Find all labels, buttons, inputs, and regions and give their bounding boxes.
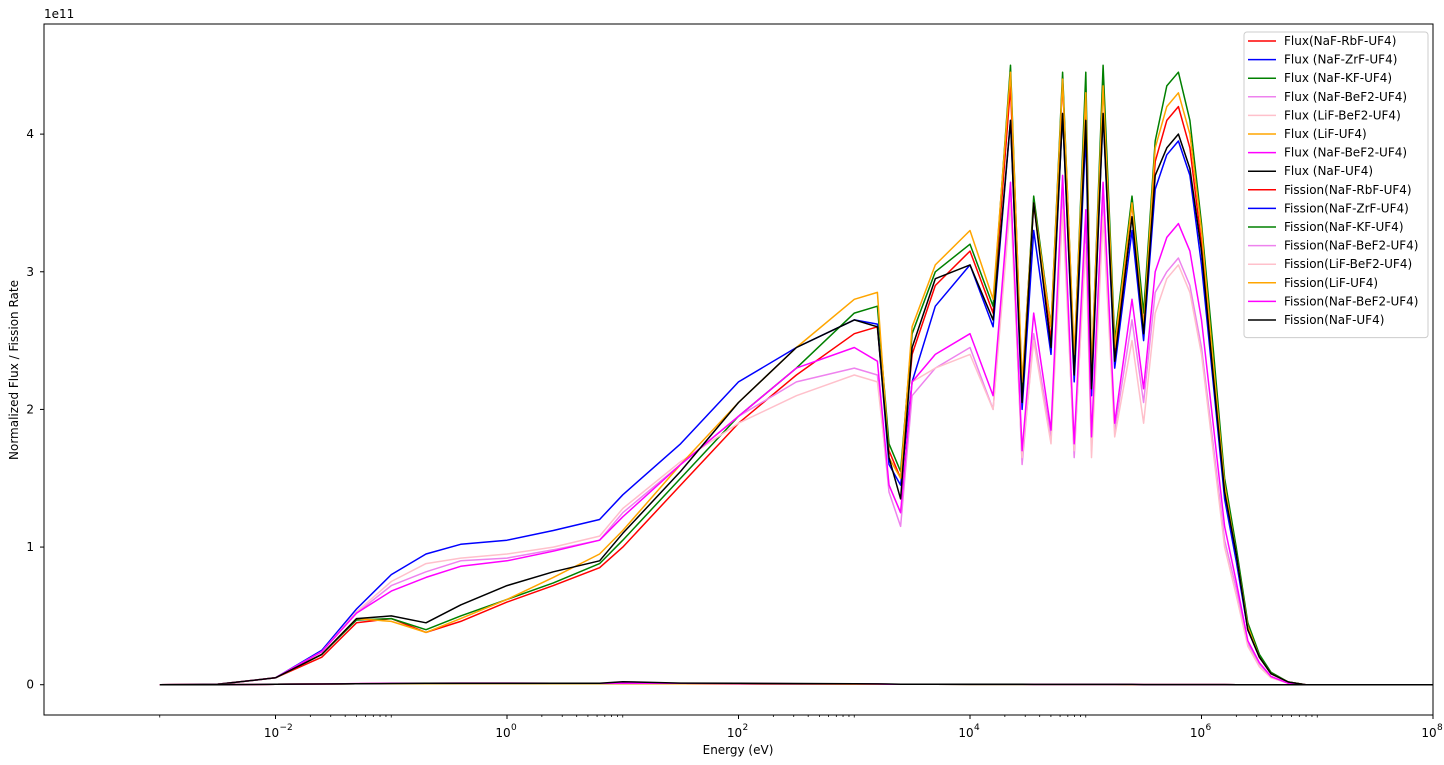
- series-line-8: [159, 112, 1433, 686]
- x-tick-exponent-0: −2: [280, 723, 293, 733]
- x-tick-exponent-2: 2: [743, 723, 749, 733]
- x-tick-exponent-1: 0: [511, 723, 517, 733]
- x-tick-label-4: 10: [1190, 726, 1205, 740]
- legend-label-9: Fission(NaF-RbF-UF4): [1284, 183, 1412, 197]
- legend: Flux(NaF-RbF-UF4) Flux (NaF-ZrF-UF4) Flux …: [1243, 31, 1429, 339]
- legend-label-5: Flux (LiF-BeF2-UF4): [1284, 108, 1401, 122]
- legend-label-12: Fission(NaF-BeF2-UF4): [1284, 239, 1418, 253]
- legend-label-13: Fission(LiF-BeF2-UF4): [1284, 257, 1412, 271]
- legend-label-10: Fission(NaF-ZrF-UF4): [1284, 201, 1409, 215]
- y-tick-label-0: 0: [26, 678, 34, 692]
- legend-label-15: Fission(NaF-BeF2-UF4): [1284, 294, 1418, 308]
- legend-label-3: Flux (NaF-KF-UF4): [1284, 71, 1392, 85]
- legend-label-7: Flux (NaF-BeF2-UF4): [1284, 146, 1407, 160]
- y-axis-ticks: 0 1 2 3 4: [26, 127, 44, 692]
- legend-label-2: Flux (NaF-ZrF-UF4): [1284, 53, 1397, 67]
- series-line-5: [159, 202, 1433, 686]
- series-line-4: [159, 188, 1433, 686]
- series-line-2: [159, 112, 1433, 686]
- legend-box: [1243, 31, 1429, 339]
- x-tick-label-1: 10: [495, 726, 510, 740]
- y-axis-title: Normalized Flux / Fission Rate: [7, 280, 21, 460]
- x-tick-exponent-3: 4: [974, 723, 980, 733]
- legend-label-8: Flux (NaF-UF4): [1284, 164, 1373, 178]
- series-line-16: [159, 680, 1433, 686]
- y-tick-label-1: 1: [26, 540, 34, 554]
- legend-label-16: Fission(NaF-UF4): [1284, 313, 1384, 327]
- series-line-3: [159, 64, 1433, 686]
- x-axis-title: Energy (eV): [703, 743, 774, 757]
- x-axis-ticks: 10 −2 10 0 10 2 10 4 10 6 10 8: [159, 715, 1443, 740]
- x-tick-exponent-4: 6: [1206, 723, 1212, 733]
- legend-label-1: Flux(NaF-RbF-UF4): [1284, 34, 1396, 48]
- x-tick-label-0: 10: [264, 726, 279, 740]
- x-tick-label-3: 10: [958, 726, 973, 740]
- legend-label-11: Fission(NaF-KF-UF4): [1284, 220, 1404, 234]
- plot-lines: [159, 64, 1433, 686]
- y-tick-label-2: 2: [26, 402, 34, 416]
- legend-label-4: Flux (NaF-BeF2-UF4): [1284, 90, 1407, 104]
- x-tick-exponent-5: 8: [1437, 723, 1443, 733]
- series-line-7: [159, 174, 1433, 686]
- y-offset-label: 1e11: [44, 7, 74, 21]
- legend-label-6: Flux (LiF-UF4): [1284, 127, 1367, 141]
- legend-label-14: Fission(LiF-UF4): [1284, 276, 1378, 290]
- x-tick-label-2: 10: [727, 726, 742, 740]
- y-tick-label-3: 3: [26, 265, 34, 279]
- x-tick-label-5: 10: [1421, 726, 1436, 740]
- y-tick-label-4: 4: [26, 127, 34, 141]
